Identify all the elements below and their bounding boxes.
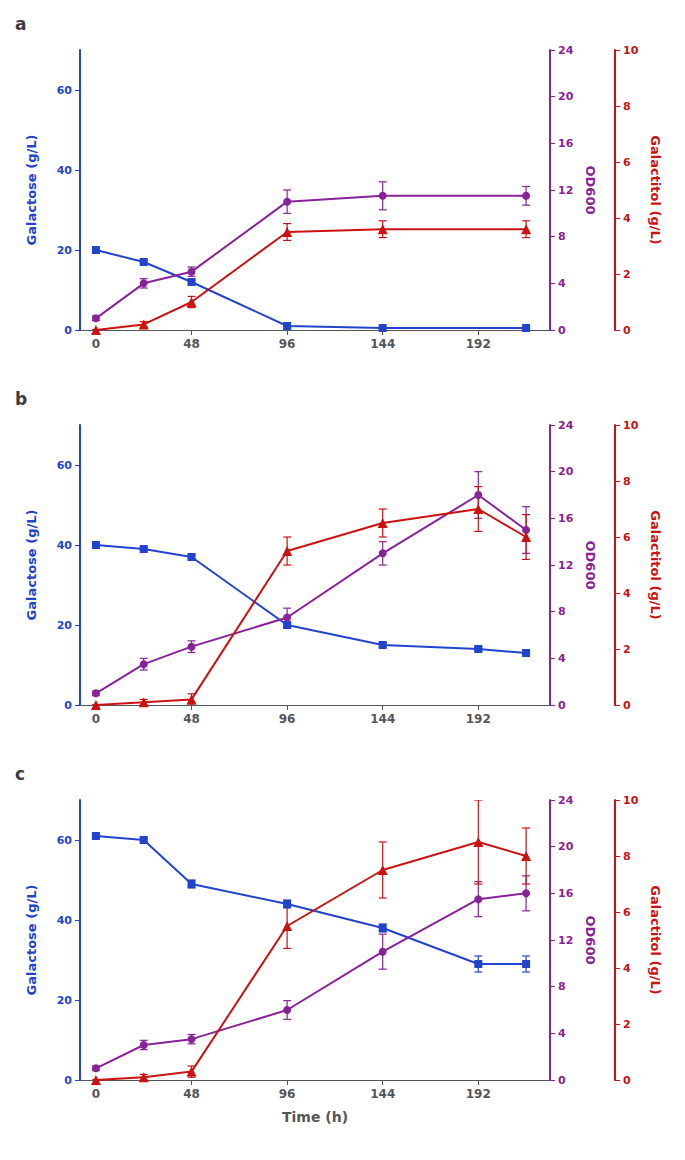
svg-text:0: 0 [64, 1074, 72, 1087]
svg-text:40: 40 [57, 164, 73, 177]
svg-text:96: 96 [279, 337, 296, 351]
svg-text:60: 60 [57, 459, 73, 472]
svg-text:4: 4 [623, 962, 631, 975]
svg-text:24: 24 [558, 419, 574, 432]
svg-text:4: 4 [623, 587, 631, 600]
svg-text:Time (h): Time (h) [282, 1109, 348, 1125]
svg-text:40: 40 [57, 539, 73, 552]
svg-text:6: 6 [623, 906, 631, 919]
svg-text:0: 0 [558, 699, 566, 712]
svg-text:0: 0 [64, 699, 72, 712]
svg-text:60: 60 [57, 84, 73, 97]
svg-text:192: 192 [466, 712, 491, 726]
svg-text:10: 10 [623, 794, 639, 807]
svg-text:20: 20 [57, 244, 73, 257]
svg-text:96: 96 [279, 1087, 296, 1101]
svg-text:OD600: OD600 [583, 541, 598, 590]
svg-text:96: 96 [279, 712, 296, 726]
svg-text:8: 8 [558, 230, 566, 243]
svg-text:2: 2 [623, 268, 631, 281]
svg-text:20: 20 [57, 994, 73, 1007]
svg-text:6: 6 [623, 531, 631, 544]
svg-text:16: 16 [558, 887, 574, 900]
svg-text:a: a [15, 14, 26, 34]
svg-text:16: 16 [558, 137, 574, 150]
svg-text:Galactose (g/L): Galactose (g/L) [24, 885, 39, 996]
svg-text:Galactose (g/L): Galactose (g/L) [24, 510, 39, 621]
svg-text:2: 2 [623, 1018, 631, 1031]
svg-text:Galactitol (g/L): Galactitol (g/L) [648, 885, 663, 994]
svg-text:192: 192 [466, 337, 491, 351]
svg-text:c: c [15, 764, 25, 784]
svg-text:48: 48 [183, 1087, 200, 1101]
svg-text:8: 8 [558, 980, 566, 993]
svg-text:OD600: OD600 [583, 166, 598, 215]
svg-text:144: 144 [370, 337, 395, 351]
svg-text:192: 192 [466, 1087, 491, 1101]
svg-text:24: 24 [558, 794, 574, 807]
svg-text:0: 0 [92, 712, 100, 726]
svg-text:24: 24 [558, 44, 574, 57]
svg-text:20: 20 [558, 90, 574, 103]
svg-text:2: 2 [623, 643, 631, 656]
svg-text:20: 20 [57, 619, 73, 632]
svg-text:0: 0 [623, 324, 631, 337]
svg-text:12: 12 [558, 184, 573, 197]
svg-text:0: 0 [558, 1074, 566, 1087]
svg-text:144: 144 [370, 712, 395, 726]
svg-text:0: 0 [92, 1087, 100, 1101]
svg-text:8: 8 [623, 850, 631, 863]
svg-text:48: 48 [183, 337, 200, 351]
svg-text:12: 12 [558, 934, 573, 947]
svg-text:Galactitol (g/L): Galactitol (g/L) [648, 135, 663, 244]
svg-text:8: 8 [623, 100, 631, 113]
svg-text:Galactose (g/L): Galactose (g/L) [24, 135, 39, 246]
svg-text:6: 6 [623, 156, 631, 169]
svg-text:10: 10 [623, 419, 639, 432]
svg-text:0: 0 [623, 1074, 631, 1087]
svg-text:144: 144 [370, 1087, 395, 1101]
svg-text:0: 0 [558, 324, 566, 337]
svg-text:b: b [15, 389, 27, 409]
svg-text:OD600: OD600 [583, 916, 598, 965]
svg-text:16: 16 [558, 512, 574, 525]
svg-text:4: 4 [558, 652, 566, 665]
svg-text:4: 4 [558, 1027, 566, 1040]
svg-text:Galactitol (g/L): Galactitol (g/L) [648, 510, 663, 619]
svg-text:4: 4 [558, 277, 566, 290]
svg-text:20: 20 [558, 840, 574, 853]
svg-text:40: 40 [57, 914, 73, 927]
svg-text:8: 8 [623, 475, 631, 488]
svg-text:48: 48 [183, 712, 200, 726]
svg-text:12: 12 [558, 559, 573, 572]
svg-text:20: 20 [558, 465, 574, 478]
svg-text:0: 0 [92, 337, 100, 351]
svg-text:10: 10 [623, 44, 639, 57]
svg-text:60: 60 [57, 834, 73, 847]
svg-text:0: 0 [623, 699, 631, 712]
svg-text:8: 8 [558, 605, 566, 618]
svg-text:0: 0 [64, 324, 72, 337]
svg-text:4: 4 [623, 212, 631, 225]
